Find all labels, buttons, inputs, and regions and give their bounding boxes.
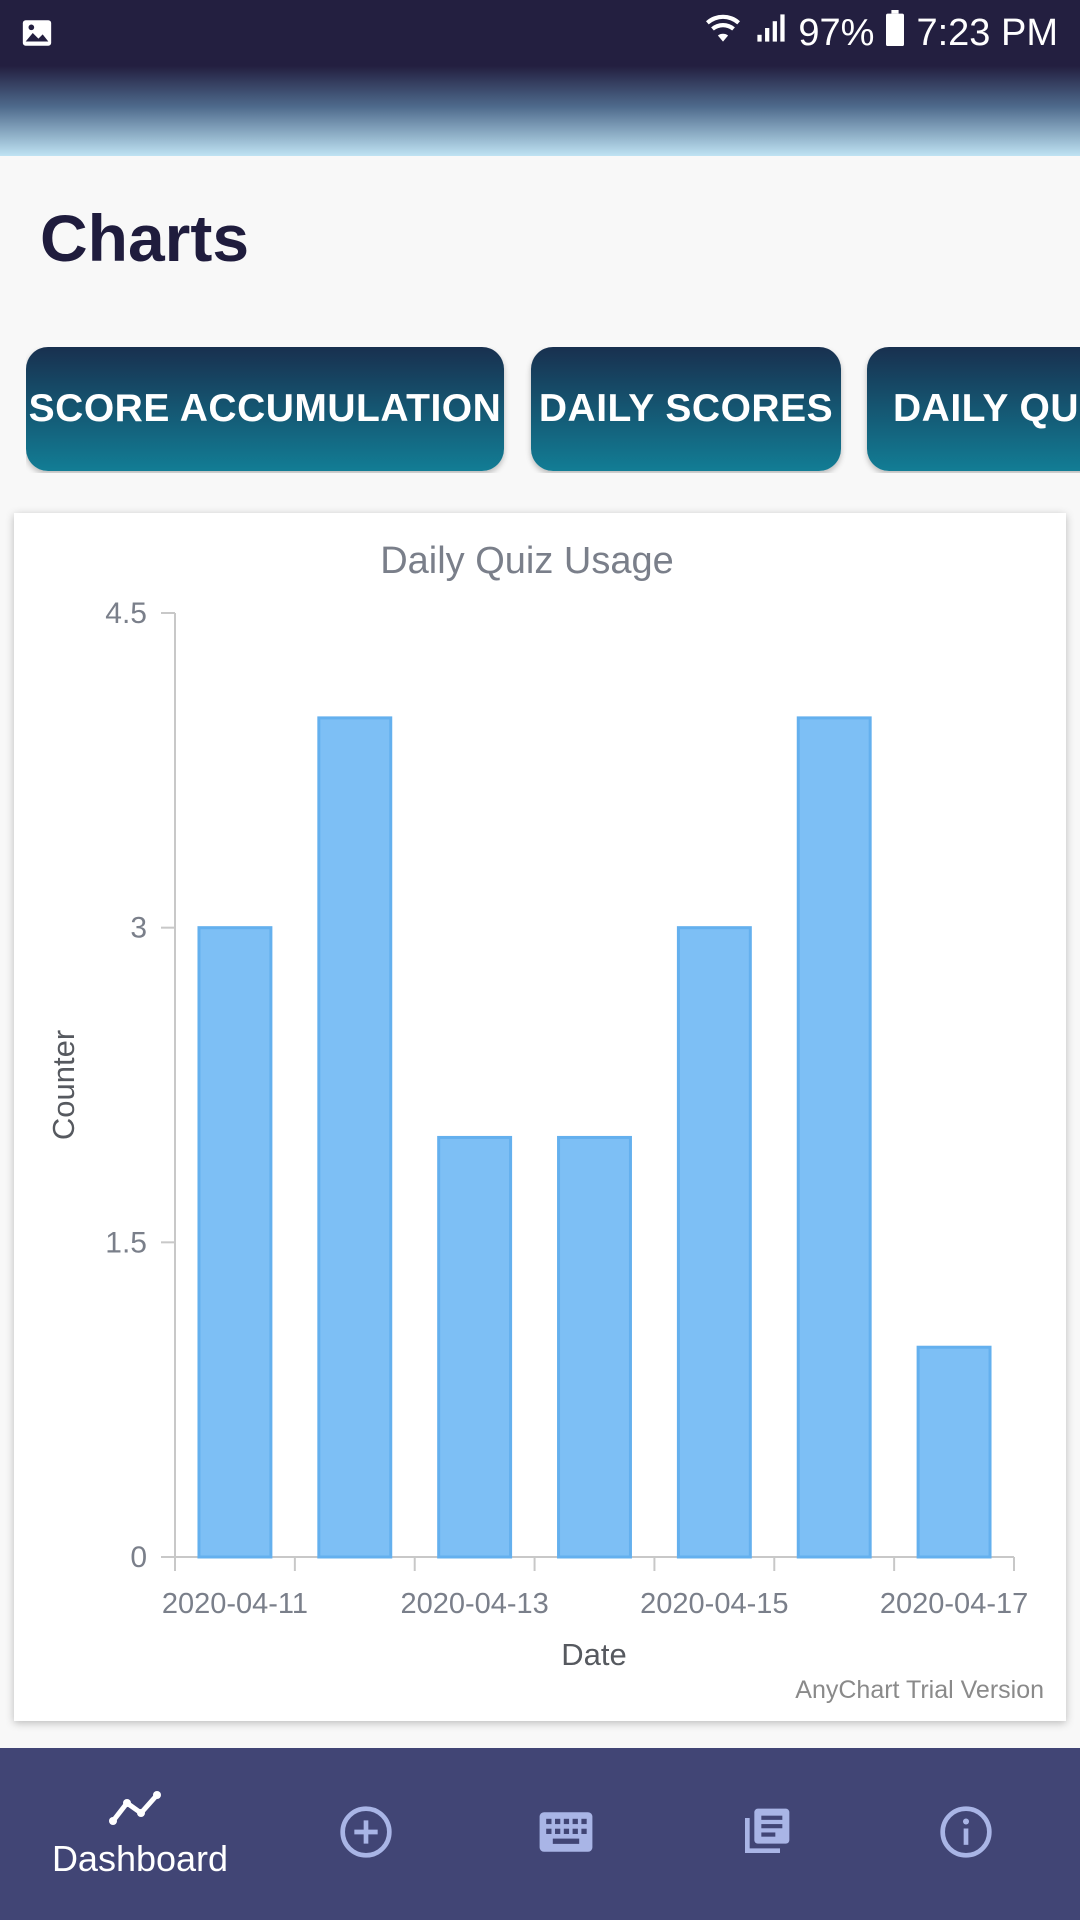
- chart-line-icon: [109, 1789, 171, 1830]
- bar-2020-04-14: [557, 1135, 632, 1559]
- image-notification-icon: [20, 16, 54, 55]
- battery-percent: 97%: [798, 11, 875, 54]
- x-tick-label: 2020-04-11: [162, 1588, 308, 1620]
- y-tick-label: 4.5: [105, 597, 147, 630]
- bar-2020-04-17: [916, 1345, 992, 1559]
- tab-daily-quiz-usage[interactable]: DAILY QUIZ: [867, 347, 1080, 471]
- chart-tabs: SCORE ACCUMULATION DAILY SCORES DAILY QU…: [26, 347, 1080, 473]
- add-circle-icon: [338, 1804, 394, 1865]
- y-tick-label: 3: [130, 912, 147, 945]
- wifi-icon: [702, 11, 744, 55]
- bar-2020-04-15: [676, 926, 752, 1559]
- keyboard-icon: [537, 1810, 595, 1859]
- library-books-icon: [738, 1804, 794, 1865]
- nav-info[interactable]: [930, 1748, 1002, 1920]
- chart-svg: Daily Quiz Usage Counter Date 0 1.5 3 4.5 20…: [46, 540, 1028, 1672]
- page-title: Charts: [40, 201, 250, 275]
- chart-card: Daily Quiz Usage Counter Date 0 1.5 3 4.5 20…: [14, 513, 1066, 1721]
- clock: 7:23 PM: [916, 11, 1058, 54]
- nav-keyboard[interactable]: [530, 1748, 602, 1920]
- y-axis-label: Counter: [46, 1030, 81, 1140]
- nav-dashboard[interactable]: Dashboard: [40, 1748, 240, 1920]
- nav-dashboard-label: Dashboard: [51, 1837, 229, 1879]
- tab-daily-scores[interactable]: DAILY SCORES: [531, 347, 841, 471]
- info-icon: [938, 1804, 994, 1865]
- chart-watermark: AnyChart Trial Version: [795, 1676, 1044, 1704]
- bar-2020-04-12: [317, 716, 393, 1559]
- signal-icon: [754, 11, 788, 55]
- battery-icon: [884, 10, 906, 56]
- y-tick-label: 0: [130, 1541, 147, 1574]
- nav-library[interactable]: [730, 1748, 802, 1920]
- bar-2020-04-16: [796, 716, 872, 1559]
- bottom-navigation: Dashboard: [0, 1748, 1080, 1920]
- x-tick-label: 2020-04-15: [640, 1588, 788, 1620]
- bar-2020-04-11: [197, 926, 273, 1559]
- plot-area: 0 1.5 3 4.5 2020-04-11 2020-04-13 2020-04-15 20…: [105, 597, 1028, 1620]
- y-tick-label: 1.5: [105, 1226, 147, 1259]
- x-tick-label: 2020-04-17: [880, 1588, 1028, 1620]
- x-axis-label: Date: [561, 1637, 626, 1672]
- app-header: [0, 66, 1080, 156]
- nav-add[interactable]: [330, 1748, 402, 1920]
- x-tick-label: 2020-04-13: [400, 1588, 548, 1620]
- status-bar: 97% 7:23 PM: [0, 0, 1080, 66]
- chart-title: Daily Quiz Usage: [380, 540, 674, 582]
- bar-2020-04-13: [437, 1135, 513, 1559]
- tab-score-accumulation[interactable]: SCORE ACCUMULATION: [26, 347, 504, 471]
